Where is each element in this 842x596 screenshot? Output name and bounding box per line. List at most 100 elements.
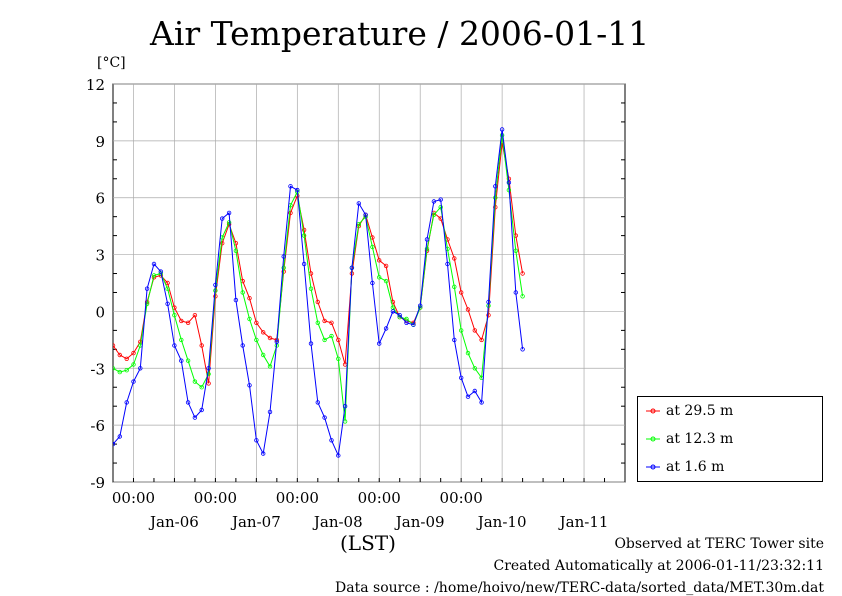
- data-point: [459, 290, 464, 295]
- data-point: [452, 256, 457, 261]
- data-point: [513, 248, 518, 253]
- x-time-tick-label: 00:00: [358, 489, 401, 507]
- data-point: [520, 294, 525, 299]
- y-tick-label: -6: [90, 417, 105, 435]
- data-point: [192, 415, 198, 420]
- legend-item-12-3m: at 12.3 m: [646, 431, 733, 447]
- grid-lines: [113, 83, 625, 483]
- x-time-tick-label: 00:00: [194, 489, 237, 507]
- data-point: [431, 199, 437, 204]
- y-tick-label: 9: [95, 133, 105, 151]
- data-point: [124, 400, 129, 405]
- data-point: [301, 233, 307, 238]
- data-point: [117, 434, 122, 439]
- data-point: [192, 379, 198, 384]
- data-point: [240, 343, 245, 348]
- x-time-tick-label: 00:00: [112, 489, 155, 507]
- data-point: [261, 451, 266, 456]
- data-point: [254, 438, 259, 443]
- x-date-label: Jan-09: [394, 513, 445, 531]
- y-axis-unit-label: [°C]: [97, 55, 126, 71]
- data-point: [213, 282, 218, 288]
- data-point: [274, 339, 279, 344]
- data-point: [506, 180, 512, 185]
- series-line: [113, 135, 524, 422]
- data-point: [185, 358, 191, 363]
- series-line: [113, 129, 524, 458]
- y-axis-ticks: 12 9 6 3 0 -3 -6 -9: [86, 76, 625, 492]
- data-point: [179, 337, 184, 343]
- data-point: [179, 358, 184, 363]
- data-point: [281, 254, 286, 259]
- data-point: [247, 316, 252, 322]
- data-point: [240, 290, 245, 295]
- data-point: [233, 248, 239, 253]
- data-point: [438, 197, 443, 202]
- data-point: [329, 320, 334, 325]
- data-point: [377, 275, 382, 280]
- data-point: [281, 265, 286, 270]
- y-tick-label: -3: [90, 360, 105, 378]
- data-point: [424, 237, 430, 242]
- data-point: [206, 366, 211, 371]
- data-point: [356, 201, 361, 206]
- data-point: [465, 394, 471, 399]
- data-point: [499, 127, 505, 132]
- y-tick-label: 0: [95, 303, 105, 321]
- legend: at 29.5 m at 12.3 m at 1.6 m: [637, 396, 823, 482]
- data-point: [465, 307, 471, 312]
- data-point: [247, 383, 252, 388]
- data-point: [411, 322, 416, 327]
- data-point: [206, 371, 211, 377]
- data-point: [226, 210, 232, 216]
- data-point: [301, 261, 307, 267]
- data-point: [493, 184, 498, 189]
- x-axis-ticks: 00:00 00:00 00:00 00:00 00:00 Jan-06 Jan-07 Jan…: [112, 478, 626, 531]
- data-point: [113, 366, 116, 371]
- series-line: [113, 142, 524, 384]
- x-time-tick-label: 00:00: [440, 489, 483, 507]
- chart-title: Air Temperature / 2006-01-11: [150, 14, 650, 53]
- data-point: [479, 337, 484, 343]
- data-point: [336, 356, 341, 361]
- data-point: [124, 368, 129, 373]
- data-point: [295, 187, 300, 193]
- data-point: [113, 441, 116, 447]
- data-point: [479, 400, 484, 405]
- data-point: [452, 284, 457, 289]
- footer-created: Created Automatically at 2006-01-11/23:3…: [493, 558, 824, 574]
- data-point: [165, 280, 170, 286]
- series-at-1-6-m: [113, 127, 525, 458]
- data-point: [322, 337, 327, 343]
- data-point: [151, 261, 157, 267]
- data-point: [308, 341, 314, 346]
- data-point: [438, 204, 443, 210]
- data-point: [486, 299, 491, 305]
- data-point: [179, 318, 184, 324]
- data-point: [383, 326, 389, 331]
- data-point: [131, 350, 136, 356]
- y-tick-label: 12: [86, 76, 105, 94]
- data-point: [377, 341, 382, 346]
- data-point: [192, 313, 198, 318]
- data-point: [165, 286, 170, 291]
- data-point: [342, 404, 348, 409]
- data-point: [390, 309, 396, 314]
- x-date-label: Jan-07: [230, 513, 281, 531]
- data-point: [185, 400, 191, 405]
- x-time-tick-label: 00:00: [276, 489, 319, 507]
- data-point: [151, 273, 157, 278]
- data-point: [493, 195, 498, 200]
- data-point: [349, 265, 355, 270]
- data-point: [288, 210, 293, 216]
- data-point: [424, 246, 430, 252]
- footer-source: Data source : /home/hoivo/new/TERC-data/…: [335, 580, 824, 596]
- x-date-label: Jan-10: [476, 513, 527, 531]
- legend-label: at 12.3 m: [666, 431, 734, 447]
- data-point: [315, 400, 320, 405]
- data-point: [383, 278, 389, 284]
- data-point: [131, 362, 136, 367]
- data-point: [254, 337, 259, 343]
- data-point: [329, 333, 334, 339]
